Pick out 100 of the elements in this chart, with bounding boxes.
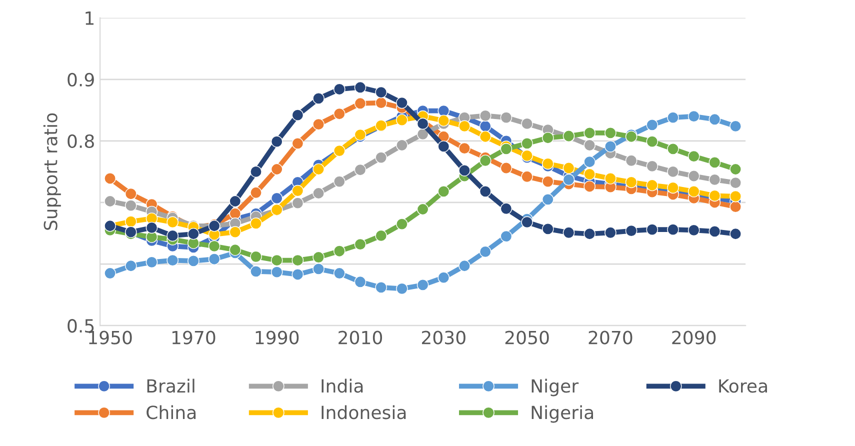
point [604, 140, 616, 152]
point [104, 267, 116, 280]
point [604, 226, 616, 239]
x-tick-label: 2010 [338, 330, 382, 344]
point [333, 245, 346, 258]
point [188, 228, 200, 240]
point [625, 224, 638, 237]
point [730, 176, 742, 189]
x-tick-label: 1990 [256, 330, 299, 344]
point [521, 118, 533, 130]
point [438, 272, 450, 284]
point [312, 163, 324, 176]
point [688, 224, 700, 236]
point [166, 230, 178, 242]
point [458, 164, 470, 176]
point [146, 256, 158, 268]
point [584, 168, 596, 180]
point [229, 208, 242, 220]
legend-label: Niger [532, 378, 579, 396]
point [312, 251, 324, 264]
point [354, 164, 366, 176]
point [584, 156, 596, 168]
point [104, 172, 116, 184]
point [292, 109, 304, 121]
point [479, 120, 492, 132]
point [730, 120, 742, 132]
y-tick-label: 0.8 [68, 134, 94, 148]
point [396, 282, 408, 295]
point [208, 253, 220, 266]
point [708, 174, 721, 186]
point [333, 108, 346, 120]
point [479, 154, 492, 167]
point [521, 216, 533, 228]
point [104, 195, 116, 208]
point [646, 224, 658, 236]
point [146, 222, 158, 234]
point [562, 174, 575, 186]
legend-label: China [146, 405, 196, 420]
x-tick-label: 2030 [422, 330, 466, 344]
point [542, 132, 554, 144]
point [562, 162, 575, 174]
point [479, 186, 492, 198]
point [292, 137, 304, 150]
point [438, 140, 450, 152]
point [458, 142, 470, 154]
point [270, 136, 283, 148]
point [708, 113, 721, 126]
point [250, 166, 262, 178]
point [270, 192, 283, 204]
point [354, 238, 366, 250]
point [479, 246, 492, 258]
point [188, 255, 200, 267]
point [396, 96, 408, 109]
point [708, 156, 721, 168]
point [667, 182, 679, 194]
point [375, 282, 388, 294]
point [375, 152, 388, 164]
point [354, 97, 366, 110]
point [479, 110, 492, 122]
point [521, 170, 533, 183]
point [500, 230, 512, 242]
point [730, 228, 742, 240]
point [625, 176, 638, 188]
point [542, 158, 554, 170]
point [542, 176, 554, 188]
point [396, 114, 408, 126]
legend-label: Indonesia [322, 405, 406, 420]
point [270, 254, 283, 266]
point [333, 176, 346, 188]
point [292, 197, 304, 210]
point [646, 179, 658, 192]
point [292, 268, 304, 280]
legend-label: India [322, 378, 363, 393]
point [416, 279, 429, 291]
point [688, 110, 700, 122]
point [270, 163, 283, 176]
point [438, 186, 450, 198]
x-tick-label: 1970 [172, 330, 216, 344]
x-tick-label: 2050 [505, 330, 549, 344]
point [124, 200, 137, 212]
x-tick-label: 2090 [672, 330, 716, 344]
legend-label: Nigeria [532, 405, 594, 423]
point [166, 216, 178, 228]
point [604, 172, 616, 184]
point [354, 81, 366, 94]
point [500, 162, 512, 174]
point [270, 266, 283, 278]
legend-label: Korea [719, 379, 767, 393]
point [458, 120, 470, 132]
point [542, 223, 554, 235]
point [708, 190, 721, 202]
point [124, 188, 137, 200]
point [542, 194, 554, 206]
y-tick-label: 0.5 [68, 319, 94, 333]
point [562, 226, 575, 239]
point [688, 186, 700, 198]
point [375, 230, 388, 242]
y-tick-label: 0.9 [68, 72, 94, 87]
point [730, 163, 742, 176]
point [500, 143, 512, 155]
